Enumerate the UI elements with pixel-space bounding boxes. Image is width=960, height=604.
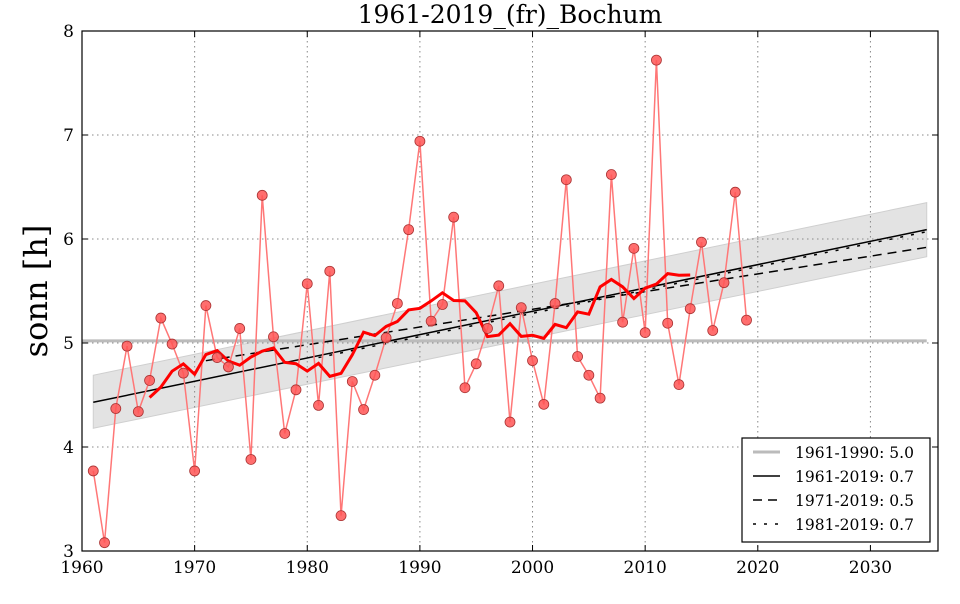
data-point [391, 298, 403, 309]
data-point [234, 323, 246, 334]
data-point [549, 298, 561, 309]
y-tick-label: 3 [63, 542, 74, 562]
y-tick-label: 8 [63, 22, 74, 42]
data-point [256, 189, 268, 201]
data-point [560, 174, 572, 186]
data-point [414, 135, 426, 147]
data-point [301, 278, 313, 290]
data-point [358, 404, 369, 415]
data-point [493, 280, 505, 292]
data-point [380, 332, 392, 344]
data-point [437, 299, 448, 310]
data-point [403, 224, 415, 236]
data-point [189, 465, 201, 477]
x-tick-label: 2030 [849, 558, 892, 578]
data-point [504, 416, 516, 428]
data-point [87, 465, 99, 477]
data-point [110, 403, 122, 414]
legend: 1961-1990: 5.0 1961-2019: 0.7 1971-2019: 0… [741, 437, 931, 543]
data-point [223, 361, 234, 373]
data-point [425, 315, 437, 327]
x-tick-label: 1980 [286, 558, 329, 578]
data-point [538, 398, 550, 410]
data-point [177, 367, 189, 379]
data-point [718, 277, 730, 289]
data-point [470, 358, 482, 370]
x-tick-label: 2000 [511, 558, 554, 578]
data-point [696, 236, 707, 248]
data-point [155, 312, 167, 324]
legend-label: 1981-2019: 0.7 [795, 516, 914, 534]
data-point [459, 382, 471, 394]
data-point [583, 369, 595, 381]
data-point [617, 316, 629, 328]
data-point [628, 242, 640, 254]
legend-box [741, 437, 931, 543]
data-point [684, 303, 696, 315]
data-point [335, 510, 347, 522]
data-point [515, 302, 527, 314]
data-point [527, 355, 538, 367]
data-point [448, 211, 460, 223]
x-tick-label: 2020 [736, 558, 779, 578]
x-tick-label: 1990 [398, 558, 441, 578]
data-point [639, 327, 651, 339]
legend-label: 1961-2019: 0.7 [795, 468, 914, 486]
y-tick-label: 4 [63, 438, 74, 458]
trend-line-dotted [318, 230, 927, 359]
data-point [594, 392, 606, 404]
data-point [166, 338, 178, 350]
data-point [673, 379, 685, 391]
data-point [346, 376, 358, 387]
data-point [369, 369, 381, 381]
data-point [662, 317, 674, 329]
data-point [268, 331, 279, 343]
x-tick-label: 1970 [173, 558, 216, 578]
data-point [651, 54, 662, 66]
y-tick-label: 7 [63, 126, 74, 146]
data-point [482, 323, 493, 334]
y-tick-label: 5 [63, 334, 74, 354]
y-tick-label: 6 [63, 230, 74, 250]
data-point [605, 169, 617, 180]
data-point [324, 265, 336, 277]
legend-label: 1961-1990: 5.0 [795, 444, 914, 462]
data-point [279, 428, 291, 439]
x-tick-label: 2010 [624, 558, 667, 578]
data-point [132, 406, 144, 418]
legend-label: 1971-2019: 0.5 [795, 492, 914, 510]
trend-line-solid [93, 228, 927, 404]
data-point [245, 454, 257, 465]
data-point [144, 375, 155, 386]
data-point [729, 186, 741, 198]
chart-title: 1961-2019_(fr)_Bochum [358, 0, 663, 29]
data-point [290, 384, 302, 396]
data-point [741, 314, 752, 326]
data-point [121, 340, 133, 352]
data-point [99, 537, 110, 549]
data-point [572, 351, 583, 362]
data-point [200, 300, 212, 311]
y-axis-label: sonn [h] [17, 225, 55, 358]
x-tick-label: 1960 [60, 558, 103, 578]
moving-average-line [148, 272, 691, 399]
data-point [313, 399, 324, 411]
trend-line-dashed [205, 246, 927, 362]
data-point [211, 352, 223, 363]
plot-frame [81, 30, 939, 552]
data-point [707, 325, 719, 336]
